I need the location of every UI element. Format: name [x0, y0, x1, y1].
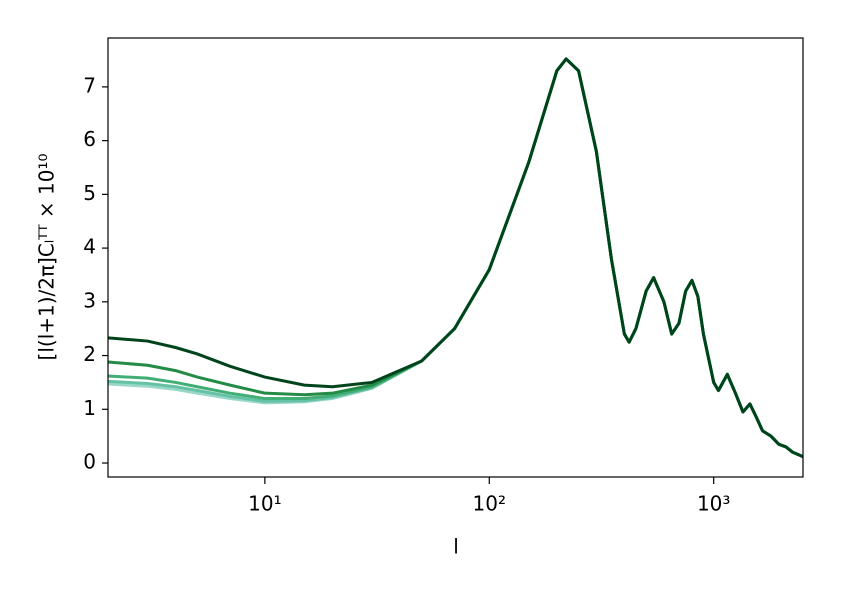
y-tick-label: 3 — [83, 288, 96, 312]
series-line — [108, 57, 803, 458]
series-line — [108, 57, 803, 458]
x-tick-label: 10³ — [697, 492, 730, 516]
x-tick-label: 10² — [473, 492, 506, 516]
x-tick-label: 10¹ — [248, 492, 281, 516]
y-tick-label: 4 — [83, 235, 96, 259]
plot-frame — [107, 37, 804, 478]
x-axis-label: l — [453, 535, 459, 559]
y-tick-label: 1 — [83, 396, 96, 420]
y-tick-label: 7 — [83, 73, 96, 97]
y-tick-label: 6 — [83, 127, 96, 151]
y-tick-label: 5 — [83, 181, 96, 205]
y-axis-label: [l(l+1)/2π]Cₗᵀᵀ × 10¹⁰ — [35, 154, 59, 361]
y-tick-label: 0 — [83, 450, 96, 474]
y-tick-label: 2 — [83, 342, 96, 366]
